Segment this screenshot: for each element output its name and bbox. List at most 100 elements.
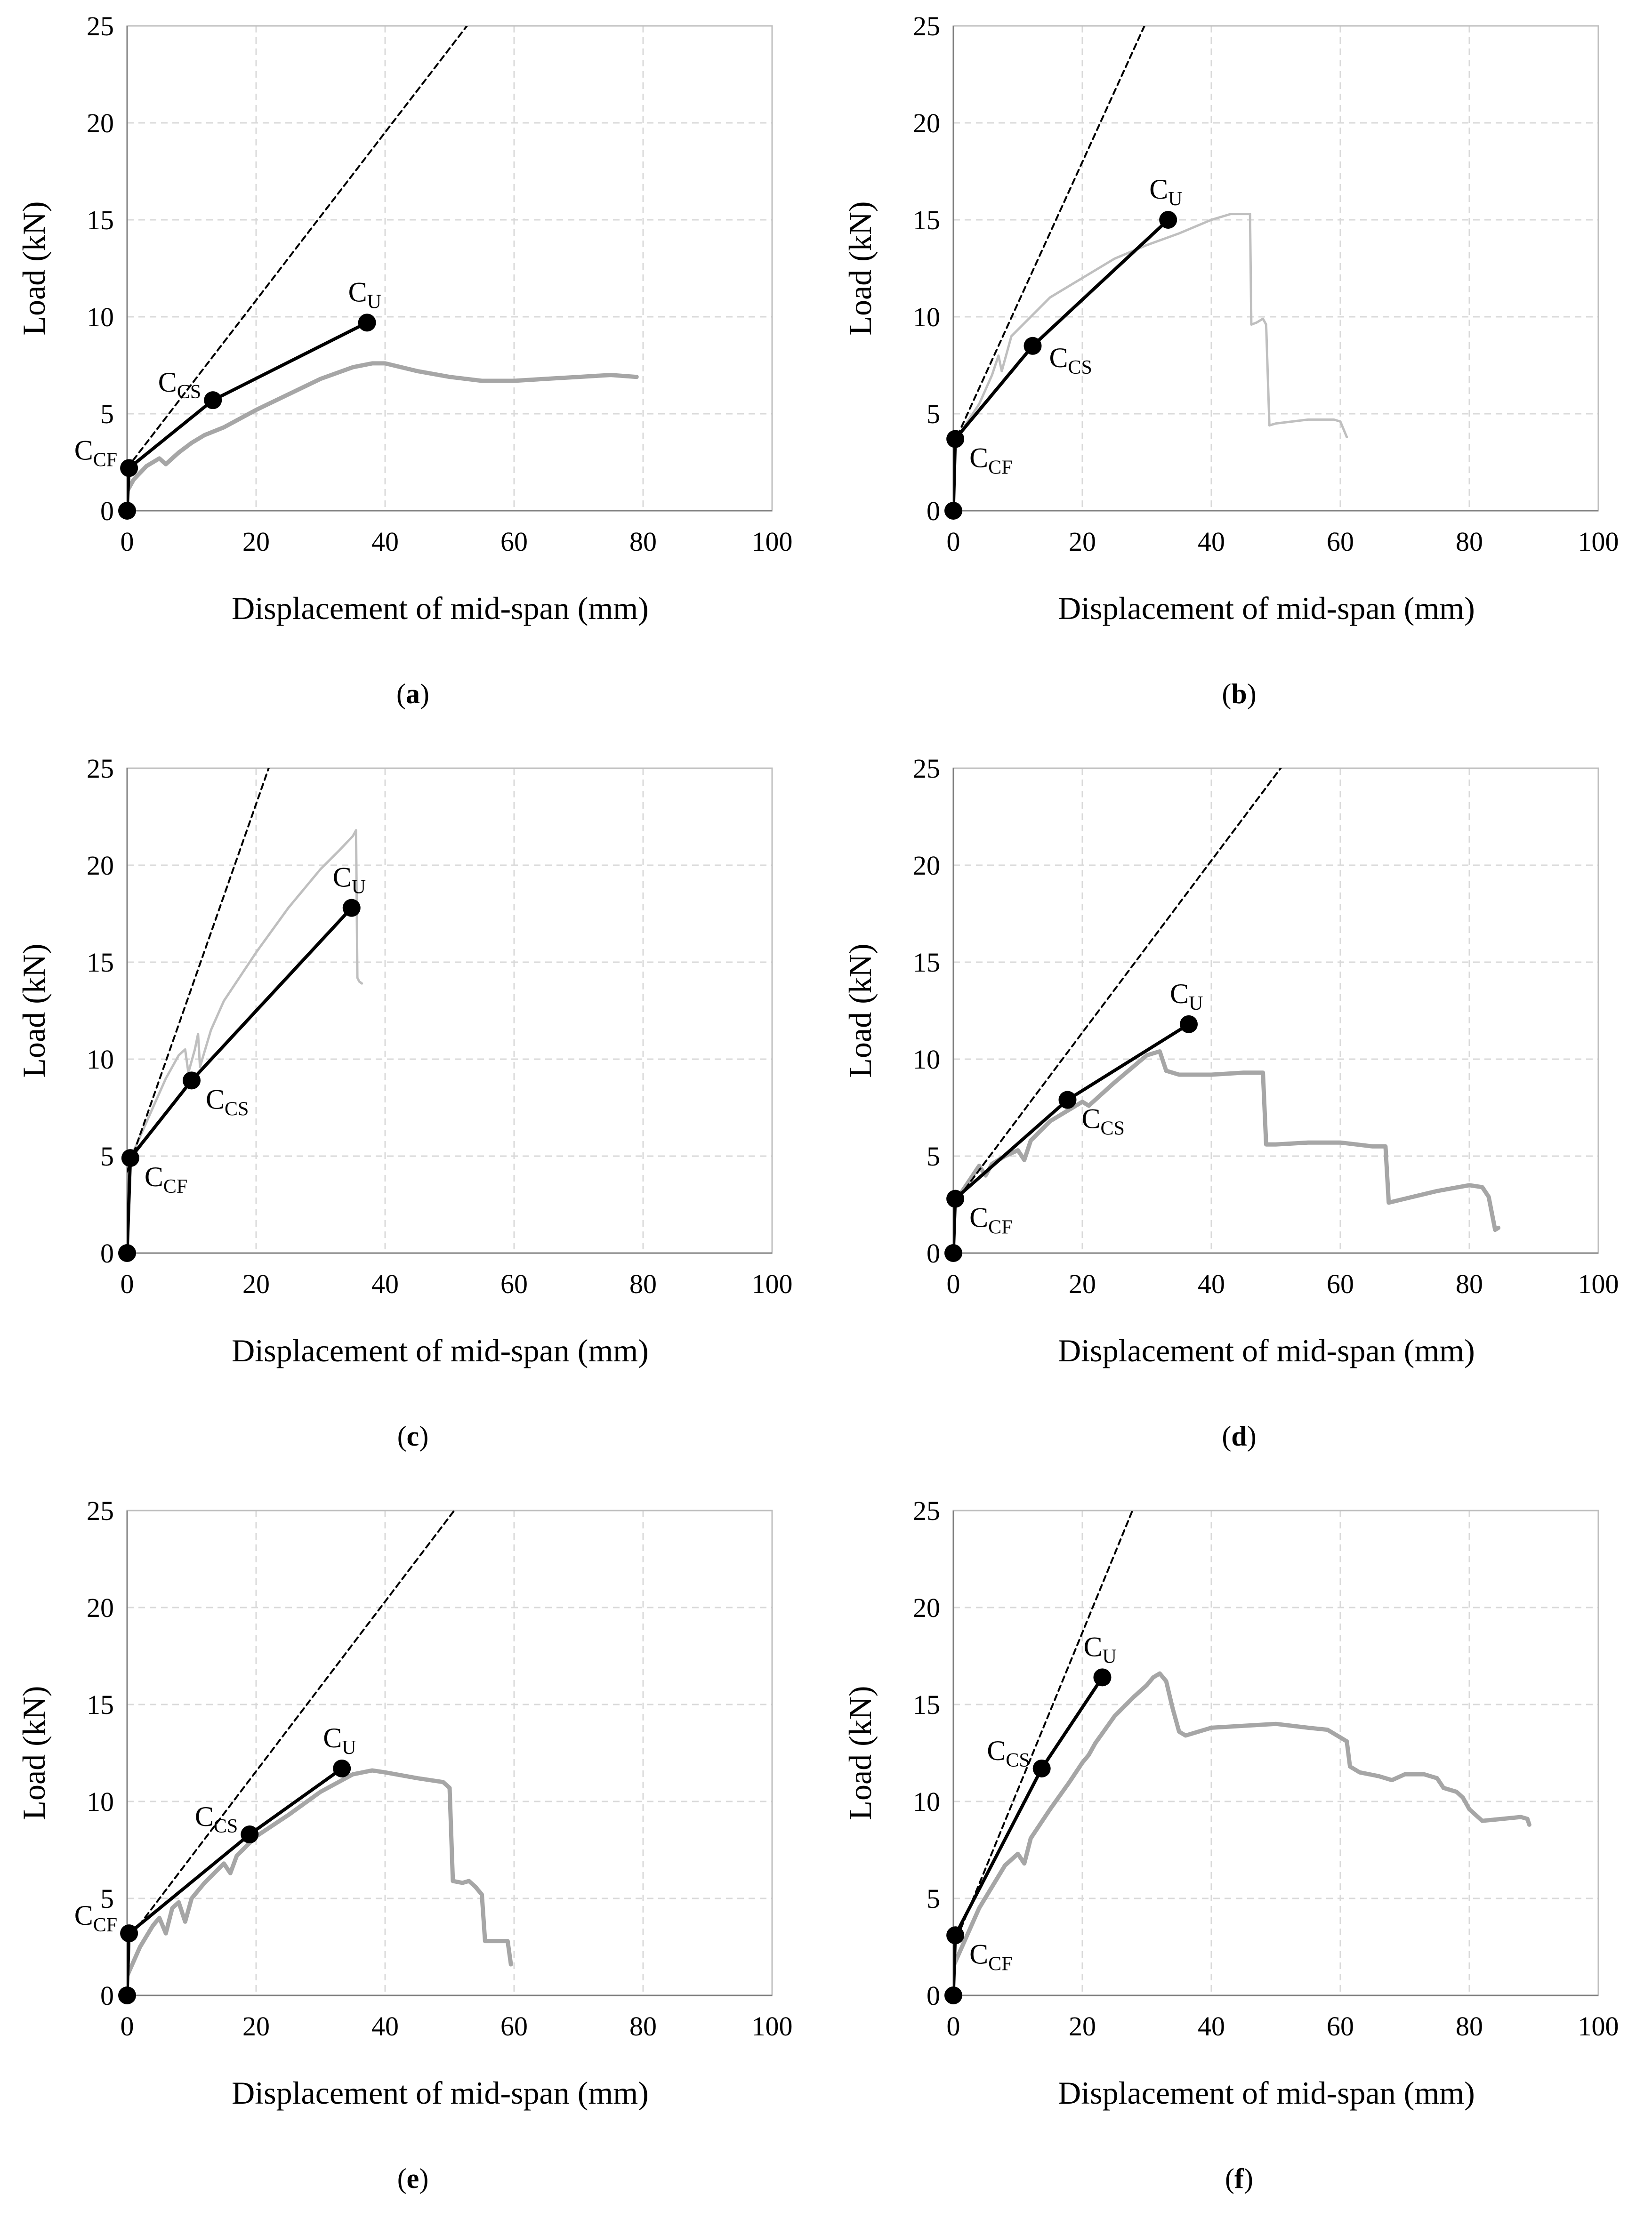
x-tick-label: 80 (1456, 2011, 1483, 2042)
y-axis-title: Load (kN) (842, 201, 878, 335)
key-point-subscript: CS (177, 381, 201, 403)
y-tick-label: 25 (87, 1495, 114, 1526)
key-point-label-cf: CCF (74, 1900, 117, 1936)
x-tick-label: 40 (371, 1269, 399, 1299)
key-point-label-u: CU (333, 862, 366, 898)
initial-stiffness-line (127, 26, 468, 469)
y-tick-label: 15 (913, 947, 940, 978)
y-tick-label: 15 (87, 1689, 114, 1720)
initial-stiffness-line (953, 26, 1146, 446)
initial-stiffness-line (127, 768, 270, 1173)
experimental-curve (953, 1671, 1531, 1969)
x-tick-label: 80 (1456, 1269, 1483, 1299)
x-tick-label: 40 (371, 526, 399, 557)
model-point-marker (946, 430, 965, 448)
key-point-letter: C (1170, 978, 1189, 1009)
plot-frame (126, 25, 773, 512)
experimental-curve (953, 1049, 1501, 1232)
y-tick-label: 10 (913, 1786, 940, 1817)
key-point-subscript: CF (93, 1914, 117, 1936)
key-point-subscript: U (367, 291, 381, 313)
x-tick-label: 80 (1456, 526, 1483, 557)
x-tick-label: 0 (947, 526, 960, 557)
model-point-marker (946, 1190, 965, 1208)
chart-c: 0 20 40 60 80 100 0 5 10 15 20 25 Displacement of mi… (16, 753, 793, 1368)
model-point-marker (333, 1759, 351, 1777)
x-tick-label: 20 (242, 1269, 270, 1299)
x-tick-label: 20 (1069, 526, 1096, 557)
series-group (127, 768, 363, 1253)
y-axis-title: Load (kN) (842, 943, 878, 1077)
y-tick-label: 20 (87, 850, 114, 881)
model-point-marker (241, 1825, 259, 1844)
key-point-subscript: U (342, 1737, 356, 1759)
y-tick-label: 15 (913, 1689, 940, 1720)
y-tick-label: 5 (927, 399, 940, 429)
caption-e: (e) (397, 2163, 429, 2194)
key-point-label-u: CU (323, 1722, 356, 1759)
model-curve (953, 218, 1170, 511)
experimental-curve (127, 829, 363, 1167)
model-point-marker (1032, 1759, 1051, 1777)
y-axis-title: Load (kN) (16, 1686, 52, 1820)
x-tick-label: 80 (629, 2011, 657, 2042)
caption-b: (b) (1222, 678, 1257, 709)
key-point-letter: C (323, 1722, 342, 1753)
key-point-letter: C (333, 862, 352, 893)
x-tick-label: 0 (121, 526, 134, 557)
key-point-label-cf: CCF (74, 434, 117, 471)
y-tick-label: 5 (927, 1883, 940, 1914)
y-tick-label: 10 (87, 302, 114, 332)
key-point-subscript: CS (1006, 1750, 1030, 1771)
series-group (953, 768, 1501, 1253)
x-tick-label: 60 (1327, 2011, 1354, 2042)
y-tick-label: 25 (87, 753, 114, 784)
caption-d: (d) (1222, 1421, 1257, 1452)
x-tick-label: 80 (629, 526, 657, 557)
key-point-letter: C (74, 434, 93, 466)
model-point-marker (1058, 1091, 1077, 1109)
panel-b: 0 20 40 60 80 100 0 5 10 15 20 25 Displacement of mi… (826, 0, 1652, 742)
key-point-letter: C (987, 1735, 1006, 1766)
key-point-label-cs: CCS (1081, 1103, 1124, 1140)
key-point-label-cf: CCF (969, 1938, 1012, 1975)
model-point-marker (1159, 211, 1177, 229)
x-tick-label: 20 (1069, 2011, 1096, 2042)
key-point-subscript: CF (988, 457, 1012, 479)
key-point-letter: C (969, 1938, 988, 1970)
model-point-marker (118, 1244, 136, 1262)
x-tick-label: 40 (1198, 2011, 1225, 2042)
y-tick-label: 5 (927, 1141, 940, 1172)
x-tick-label: 60 (500, 2011, 528, 2042)
y-tick-label: 0 (100, 1238, 114, 1269)
chart-d: 0 20 40 60 80 100 0 5 10 15 20 25 Displacement of mi… (842, 753, 1619, 1368)
y-tick-label: 0 (927, 496, 940, 526)
model-point-marker (118, 502, 136, 520)
key-point-subscript: CS (214, 1816, 238, 1837)
key-point-subscript: CS (225, 1098, 249, 1120)
model-point-marker (944, 502, 962, 520)
x-axis-title: Displacement of mid-span (mm) (1058, 1333, 1475, 1368)
y-tick-label: 10 (913, 302, 940, 332)
x-tick-label: 60 (500, 1269, 528, 1299)
series-group (953, 1511, 1531, 1995)
plot-frame (126, 1510, 773, 1996)
y-tick-label: 20 (913, 850, 940, 881)
y-tick-label: 10 (913, 1044, 940, 1075)
y-tick-label: 10 (87, 1044, 114, 1075)
chart-b: 0 20 40 60 80 100 0 5 10 15 20 25 Displacement of mi… (842, 11, 1619, 626)
experimental-curve (127, 1768, 513, 1978)
chart-e: 0 20 40 60 80 100 0 5 10 15 20 25 Displacement of mi… (16, 1495, 793, 2111)
x-tick-label: 0 (947, 1269, 960, 1299)
key-point-label-cs: CCS (195, 1801, 238, 1837)
caption-a: (a) (396, 678, 429, 709)
y-tick-label: 25 (913, 753, 940, 784)
x-tick-label: 40 (1198, 526, 1225, 557)
y-tick-label: 5 (100, 1883, 114, 1914)
model-point-marker (204, 391, 222, 410)
x-tick-label: 40 (1198, 1269, 1225, 1299)
x-tick-label: 0 (121, 1269, 134, 1299)
model-point-marker (118, 1986, 136, 2004)
x-tick-label: 0 (947, 2011, 960, 2042)
key-point-label-u: CU (348, 276, 381, 313)
